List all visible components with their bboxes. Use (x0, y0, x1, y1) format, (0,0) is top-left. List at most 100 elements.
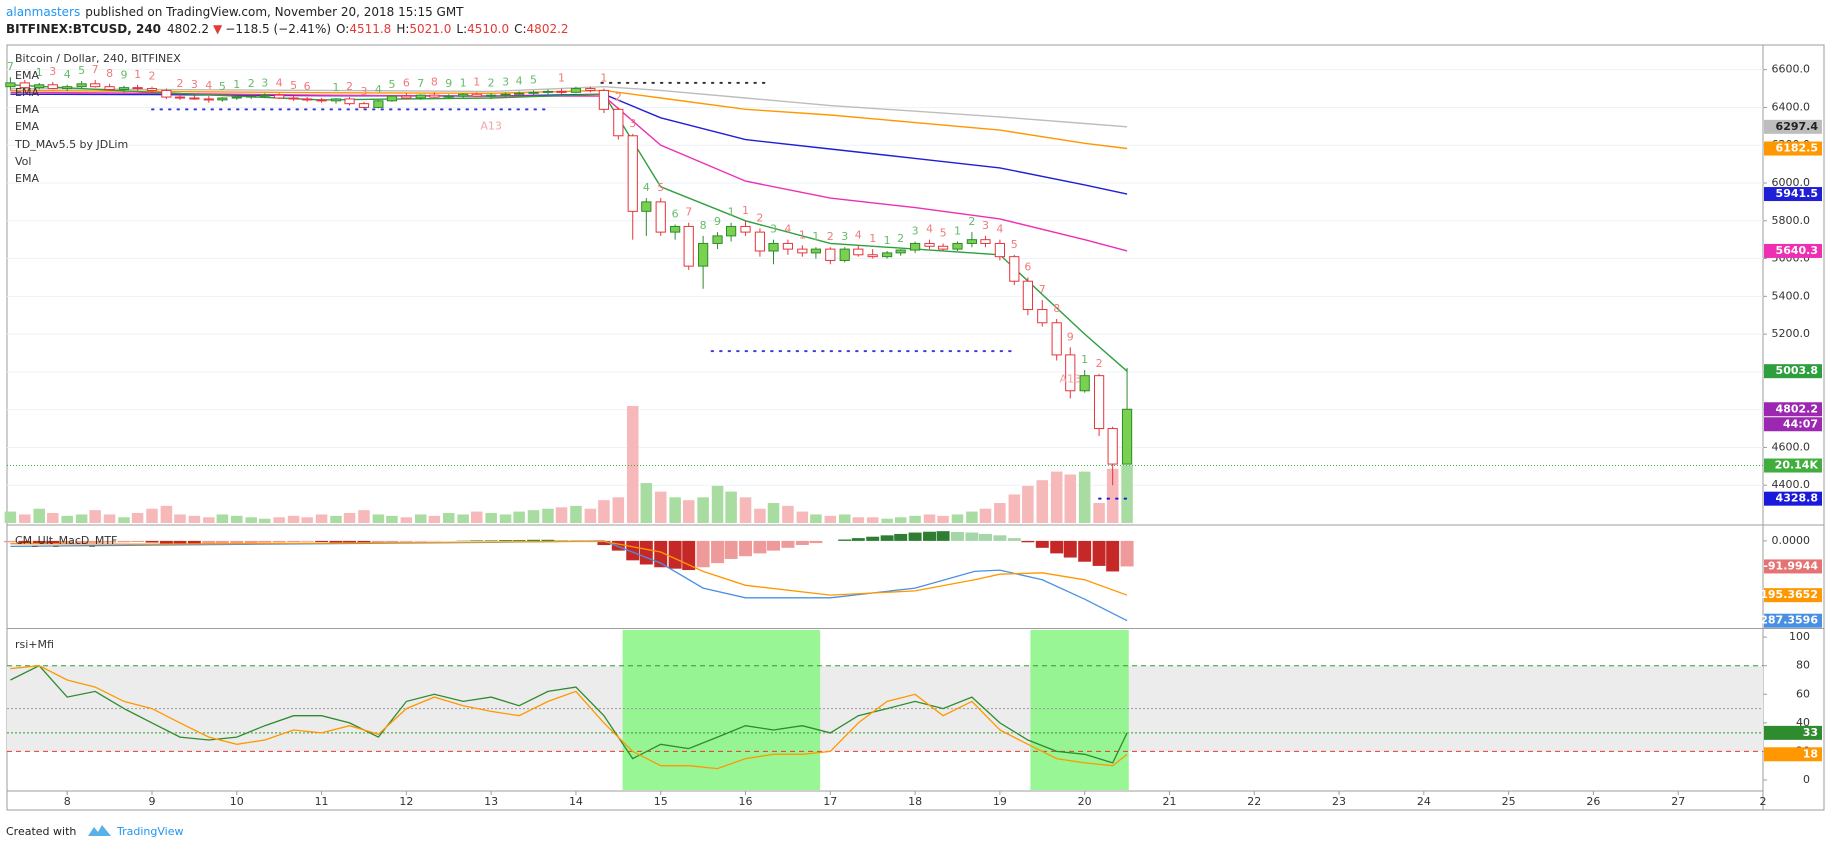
histogram-bar (597, 540, 611, 546)
candle-body (895, 249, 906, 254)
volume-bar (640, 483, 653, 523)
td-count: 4 (276, 76, 283, 89)
candle-body (909, 242, 921, 251)
volume-bar (654, 491, 667, 523)
candle-body (810, 248, 822, 254)
volume-bar (400, 517, 413, 523)
y-tick-label: 40 (1796, 716, 1810, 729)
histogram-bar (103, 540, 117, 543)
candle-body (966, 239, 978, 244)
macd-badge-bg (1764, 588, 1822, 603)
td-count: 5 (1011, 238, 1018, 251)
l-label: L: (456, 22, 467, 36)
ema-line (10, 91, 1128, 252)
volume-bar (570, 505, 582, 523)
histogram-bar (753, 540, 767, 554)
td-count: 1 (233, 78, 240, 91)
last-price-badge: 4802.2 (1776, 402, 1818, 415)
footer-brand[interactable]: TradingView (116, 825, 183, 838)
volume-bar (203, 517, 215, 523)
candle-body (952, 242, 963, 250)
volume-bar (824, 515, 837, 523)
volume-bar (881, 518, 893, 523)
candle-body (641, 201, 652, 212)
l-value: 4510.0 (467, 22, 509, 36)
x-tick-label: 21 (1162, 795, 1176, 808)
volume-bar (909, 515, 921, 523)
td-count: 6 (304, 80, 311, 93)
volume-bar (19, 514, 31, 523)
y-tick-label: 80 (1796, 659, 1810, 672)
legend-entry: EMA (15, 172, 39, 185)
histogram-bar (385, 540, 399, 543)
td-count: 4 (926, 223, 933, 236)
volume-bar (838, 514, 851, 523)
candle-body (471, 93, 482, 97)
legend-entry: EMA (15, 120, 39, 133)
y-tick-label: 100 (1789, 630, 1810, 643)
histogram-bar (75, 540, 89, 544)
td-count: 2 (897, 232, 904, 245)
candle-body (5, 82, 16, 88)
volume-bar (301, 517, 313, 523)
o-label: O: (336, 22, 349, 36)
td-count: 2 (248, 77, 255, 90)
published-line: alanmasters published on TradingView.com,… (6, 5, 464, 19)
candle-body (1065, 354, 1076, 392)
macd-line (10, 540, 1128, 622)
volume-bar (160, 505, 173, 523)
td-count: 7 (1039, 283, 1046, 296)
ema-badge-bg (1764, 243, 1822, 258)
histogram-bar (272, 540, 286, 543)
volume-bar (1008, 494, 1021, 523)
histogram-bar (936, 531, 950, 541)
td-count: 1 (884, 234, 891, 247)
histogram-bar (923, 531, 937, 541)
td-count: 9 (714, 215, 721, 228)
candle-body (740, 225, 751, 233)
td-count: 1 (558, 72, 565, 85)
candle-body (429, 94, 440, 98)
candle-body (500, 93, 511, 96)
histogram-bar (1021, 540, 1035, 543)
td-count: 1 (954, 225, 961, 238)
x-tick-label: 16 (739, 795, 753, 808)
oversold-zone (622, 630, 821, 790)
published: published on TradingView.com, November 2… (85, 5, 464, 19)
y-tick-label: 0.0000 (1772, 534, 1811, 547)
candle-body (1022, 280, 1033, 311)
volume-bar (1106, 468, 1119, 523)
x-tick-label: 8 (64, 795, 71, 808)
oscillator-badge-bg (1764, 725, 1822, 740)
td-count: 2 (968, 215, 975, 228)
td-count: 5 (219, 80, 226, 93)
candle-body (203, 98, 214, 101)
histogram-bar (187, 540, 201, 546)
td-count: 4 (516, 74, 523, 87)
histogram-bar (46, 540, 60, 545)
candle-body (146, 88, 158, 91)
histogram-bar (1078, 540, 1092, 562)
oscillator-badge-bg (1764, 747, 1822, 762)
td-count: 1 (812, 230, 819, 243)
histogram-bar (499, 540, 513, 541)
volume-bar (527, 510, 540, 523)
td-count: 8 (106, 67, 113, 80)
histogram-bar (951, 532, 964, 541)
candle-body (246, 95, 257, 98)
histogram-bar (993, 535, 1007, 541)
volume-bar (146, 508, 158, 523)
td-count: 3 (912, 225, 919, 238)
histogram-bar (117, 540, 131, 543)
h-value: 5021.0 (409, 22, 451, 36)
td-count: 4 (375, 83, 382, 96)
volume-bar (866, 517, 879, 523)
volume-bar (669, 497, 681, 523)
candle-body (598, 89, 610, 110)
candle-body (1079, 375, 1090, 392)
candle-body (132, 87, 143, 90)
histogram-bar (1092, 540, 1106, 566)
td-count: 3 (49, 65, 56, 78)
histogram-bar (1035, 540, 1049, 548)
